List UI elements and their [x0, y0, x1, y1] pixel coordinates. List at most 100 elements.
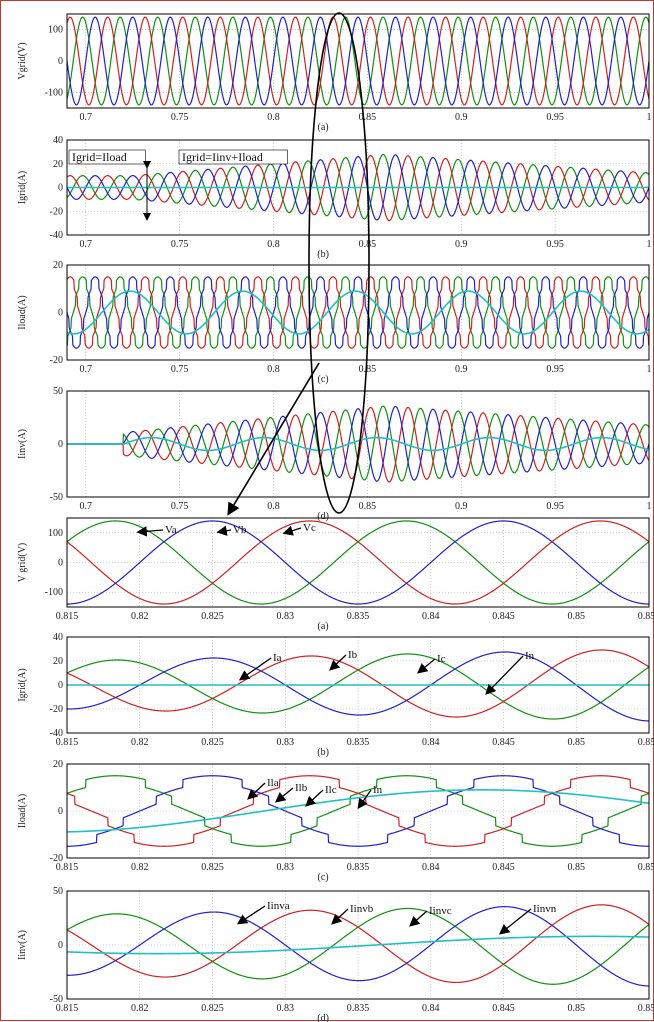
x-tick-label: 0.85: [568, 862, 586, 873]
x-tick-label: 0.83: [277, 737, 295, 748]
x-tick-label: 0.85: [568, 737, 586, 748]
annotation-label: Vc: [303, 522, 316, 534]
y-tick-label: 0: [58, 308, 63, 319]
plot-frame: [66, 13, 650, 109]
series-phase-a: [67, 906, 649, 987]
annotation-label: Iinva: [267, 900, 290, 912]
annotation-arrow: [216, 525, 232, 536]
panel-caption: (c): [318, 374, 329, 385]
annotation-label: Iinvb: [350, 903, 374, 915]
x-tick-label: 0.7: [80, 239, 93, 250]
x-tick-label: 0.815: [56, 611, 79, 622]
x-tick-label: 0.84: [422, 611, 440, 622]
x-tick-label: 0.85: [359, 364, 377, 375]
annotation-label: In: [525, 650, 535, 662]
panel-caption: (a): [318, 621, 329, 632]
series-phase-a: [67, 520, 649, 605]
y-tick-label: 0: [58, 183, 63, 194]
x-tick-label: 0.82: [131, 1003, 149, 1014]
plot-frame: [66, 264, 650, 361]
series-neutral: [67, 935, 649, 955]
y-tick-label: -20: [50, 355, 63, 366]
y-axis-label: Iinv(A): [17, 429, 28, 459]
x-tick-label: 0.835: [347, 611, 370, 622]
series-phase-a: [67, 651, 649, 722]
x-tick-label: 0.82: [131, 862, 149, 873]
annotation-arrow: [274, 787, 294, 803]
panel-caption: (a): [318, 122, 329, 133]
annotation-arrow: [416, 658, 436, 674]
x-tick-label: 0.855: [638, 1003, 654, 1014]
y-axis-label: Vgrid(V): [17, 42, 28, 79]
annotation-label: Vb: [233, 524, 247, 536]
annotation-label: Ic: [437, 653, 446, 665]
x-tick-label: 0.7: [80, 112, 93, 123]
y-tick-label: 0: [58, 558, 63, 569]
y-tick-label: 50: [53, 886, 63, 897]
x-tick-label: 0.825: [201, 737, 224, 748]
y-tick-label: 0: [58, 56, 63, 67]
y-tick-label: -40: [50, 728, 63, 739]
x-tick-label: 0.7: [80, 501, 93, 512]
x-tick-label: 0.75: [171, 239, 189, 250]
y-tick-label: -100: [45, 587, 63, 598]
y-tick-label: -40: [50, 230, 63, 241]
x-tick-label: 1: [647, 501, 652, 512]
x-tick-label: 1: [647, 112, 652, 123]
panel-0: 0.7 0.75 0.8 0.85 0.9 0.95 1 100 0 -100 Vgrid(V) (a…: [17, 13, 652, 133]
x-tick-label: 0.95: [546, 364, 564, 375]
annotation-label: Igrid=Iinv+Iload: [182, 150, 263, 164]
annotation-label: Ib: [348, 649, 358, 661]
x-tick-label: 0.9: [455, 364, 468, 375]
x-tick-label: 0.82: [131, 611, 149, 622]
annotation-arrow: [409, 910, 428, 927]
x-tick-label: 1: [647, 239, 652, 250]
x-tick-label: 0.83: [277, 1003, 295, 1014]
x-tick-label: 0.82: [131, 737, 149, 748]
series-phase-a: [67, 276, 649, 349]
x-tick-label: 0.8: [267, 364, 280, 375]
annotation-arrow: [329, 654, 347, 671]
y-tick-label: -20: [50, 206, 63, 217]
panel-5: 0.815 0.82 0.825 0.83 0.835 0.84 0.845 0.85 0.85…: [17, 632, 654, 758]
zoom-ellipse: [308, 12, 370, 514]
plot-frame: [66, 139, 650, 236]
x-tick-label: 0.855: [638, 737, 654, 748]
panel-7: 0.815 0.82 0.825 0.83 0.835 0.84 0.845 0.85 0.85…: [17, 886, 654, 1022]
y-tick-label: 20: [53, 159, 63, 170]
x-tick-label: 0.8: [267, 112, 280, 123]
annotation-label: Ia: [273, 652, 282, 664]
series-phase-a: [67, 775, 649, 847]
annotation-box: [68, 149, 146, 165]
x-tick-label: 0.845: [492, 862, 515, 873]
annotation-label: Ilc: [325, 784, 337, 796]
plot-frame: [66, 390, 650, 498]
annotation-label: In: [373, 784, 383, 796]
annotation-label: Va: [165, 524, 177, 536]
x-tick-label: 0.9: [455, 239, 468, 250]
series-phase-a: [67, 154, 649, 221]
annotation-arrow: [282, 525, 302, 536]
series-phase-a: [67, 16, 649, 106]
x-tick-label: 0.845: [492, 611, 515, 622]
y-tick-label: 0: [58, 806, 63, 817]
y-axis-label: Iload(A): [17, 794, 28, 828]
x-tick-label: 0.835: [347, 1003, 370, 1014]
y-tick-label: 20: [53, 759, 63, 770]
annotation-arrow: [331, 908, 349, 925]
panel-2: 0.7 0.75 0.8 0.85 0.9 0.95 1 20 0 -20 Iload(A) (c): [17, 260, 652, 385]
y-tick-label: 20: [53, 260, 63, 271]
x-tick-label: 0.845: [492, 1003, 515, 1014]
y-axis-label: V grid(V): [17, 543, 28, 583]
annotation-arrow: [305, 789, 324, 807]
x-tick-label: 0.855: [638, 862, 654, 873]
panel-caption: (b): [317, 249, 329, 260]
panel-caption: (b): [317, 747, 329, 758]
x-tick-label: 0.84: [422, 1003, 440, 1014]
x-tick-label: 0.815: [56, 737, 79, 748]
series-phase-a: [67, 405, 649, 482]
series-neutral: [67, 436, 649, 452]
annotation-label: Ila: [267, 777, 279, 789]
y-axis-label: Iload(A): [17, 295, 28, 329]
